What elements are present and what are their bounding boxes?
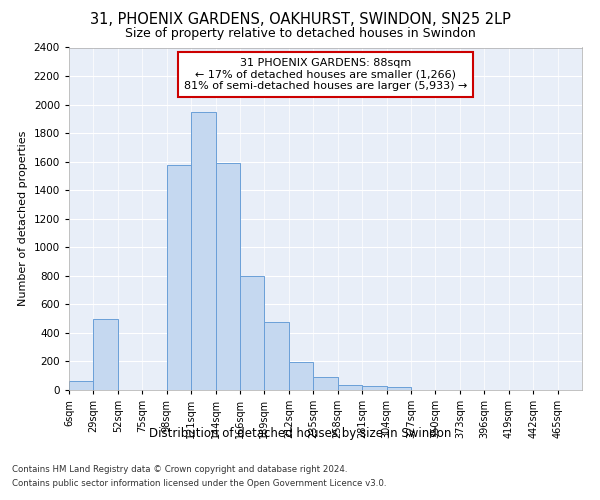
Bar [265,322,289,390]
Bar [362,386,386,390]
Bar [167,164,191,390]
Text: 31 PHOENIX GARDENS: 88sqm
← 17% of detached houses are smaller (1,266)
81% of se: 31 PHOENIX GARDENS: 88sqm ← 17% of detac… [184,58,467,91]
Bar [240,276,265,390]
Bar [94,318,118,390]
Bar [338,385,362,390]
Bar [289,362,313,390]
Bar [191,112,215,390]
Text: Distribution of detached houses by size in Swindon: Distribution of detached houses by size … [149,428,451,440]
Text: Contains public sector information licensed under the Open Government Licence v3: Contains public sector information licen… [12,479,386,488]
Bar [386,387,411,390]
Bar [313,377,338,390]
Text: Size of property relative to detached houses in Swindon: Size of property relative to detached ho… [125,28,475,40]
Text: Contains HM Land Registry data © Crown copyright and database right 2024.: Contains HM Land Registry data © Crown c… [12,465,347,474]
Text: 31, PHOENIX GARDENS, OAKHURST, SWINDON, SN25 2LP: 31, PHOENIX GARDENS, OAKHURST, SWINDON, … [89,12,511,28]
Bar [69,382,94,390]
Y-axis label: Number of detached properties: Number of detached properties [18,131,28,306]
Bar [215,163,240,390]
